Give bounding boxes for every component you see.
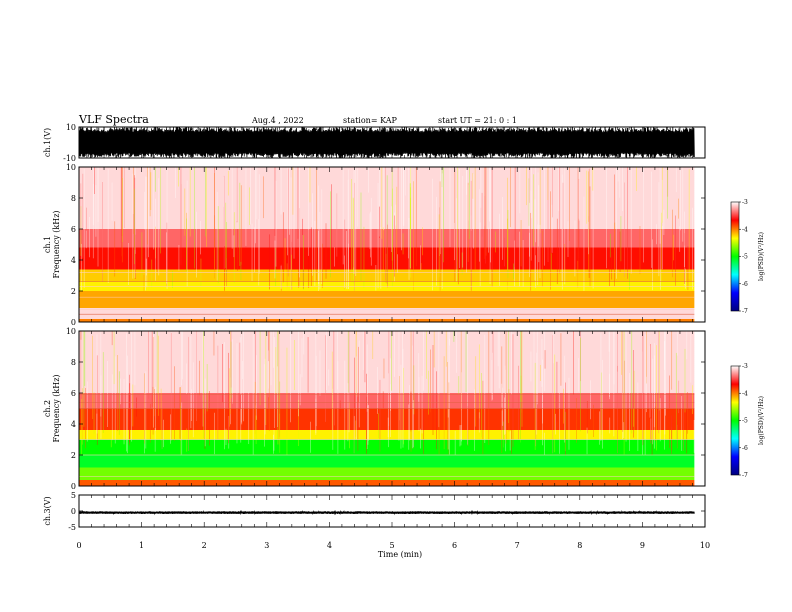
- x-tick-label: 6: [452, 541, 457, 550]
- ch2-colorbar-tick-label: -6: [742, 445, 748, 452]
- ch2-spectrogram-y-axis-label-1: Frequency (kHz): [52, 374, 61, 442]
- ch2-spectrogram-y-tick-label: 8: [71, 358, 76, 367]
- ch2-spectrogram-y-tick-label: 0: [71, 482, 76, 491]
- ch1-spectrogram-y-axis-label-1: Frequency (kHz): [52, 210, 61, 278]
- x-tick-label: 4: [327, 541, 332, 550]
- figure-title: VLF Spectra: [78, 113, 149, 126]
- ch1-y-tick-label: -10: [63, 154, 76, 163]
- x-tick-label: 5: [389, 541, 394, 550]
- ch1-spectrogram-y-tick-label: 10: [66, 163, 76, 172]
- ch1-y-axis-label: ch.1(V): [43, 128, 52, 157]
- header-start-ut: start UT = 21: 0 : 1: [438, 116, 517, 125]
- ch1-waveform-trace: [78, 127, 695, 159]
- ch2-colorbar-scale: [730, 365, 740, 476]
- header-station: station= KAP: [343, 116, 398, 125]
- ch2-colorbar-tick-label: -5: [742, 418, 748, 425]
- x-tick-label: 3: [264, 541, 269, 550]
- ch1-spectrogram-panel: 0 2 4 6 8 10 ch.1 Frequency (kHz): [43, 163, 706, 327]
- ch3-y-tick-label: 0: [71, 507, 76, 516]
- ch1-colorbar-label: log(PSD)(V²/Hz): [758, 232, 765, 281]
- ch1-y-tick-label: 10: [66, 123, 76, 132]
- ch1-colorbar-tick-label: -3: [742, 199, 748, 206]
- ch1-colorbar-scale: [730, 201, 740, 312]
- ch2-spectrogram-y-tick-label: 10: [66, 327, 76, 336]
- ch1-colorbar: -3 -4 -5 -6 -7 log(PSD)(V²/Hz): [730, 199, 765, 315]
- ch1-spectrogram-y-tick-label: 4: [71, 256, 76, 265]
- x-axis-label: Time (min): [378, 550, 422, 559]
- ch1-spectrogram-y-tick-label: 2: [71, 287, 76, 296]
- ch1-colorbar-tick-label: -6: [742, 281, 748, 288]
- ch1-colorbar-tick-label: -7: [742, 308, 748, 315]
- ch2-colorbar-label: log(PSD)(V²/Hz): [758, 396, 765, 445]
- ch1-waveform-panel: 10 -10 ch.1(V): [43, 123, 706, 163]
- ch3-waveform-panel: 5 0 -5 ch.3(V): [43, 491, 706, 532]
- ch2-spectrogram-panel: 0 2 4 6 8 10 ch.2 Frequency (kHz): [43, 327, 706, 491]
- ch2-colorbar-tick-label: -7: [742, 472, 748, 479]
- ch2-spectrogram-y-axis-label: ch.2: [43, 400, 52, 417]
- x-tick-label: 10: [700, 541, 710, 550]
- ch1-colorbar-tick-label: -4: [742, 226, 748, 233]
- ch2-spectrogram-y-tick-label: 6: [71, 389, 76, 398]
- ch2-colorbar: -3 -4 -5 -6 -7 log(PSD)(V²/Hz): [730, 363, 765, 479]
- ch3-waveform-trace: [78, 509, 695, 516]
- ch3-y-tick-label: 5: [71, 491, 76, 500]
- x-tick-label: 0: [76, 541, 81, 550]
- x-tick-label: 2: [202, 541, 207, 550]
- ch2-colorbar-tick-label: -4: [742, 390, 748, 397]
- x-tick-label: 1: [139, 541, 144, 550]
- ch1-colorbar-tick-label: -5: [742, 254, 748, 261]
- ch1-spectrogram-y-tick-label: 0: [71, 318, 76, 327]
- ch1-spectrogram-y-tick-label: 8: [71, 194, 76, 203]
- ch3-y-axis-label: ch.3(V): [43, 496, 52, 525]
- ch2-spectrogram-y-tick-label: 2: [71, 451, 76, 460]
- x-tick-label: 9: [640, 541, 645, 550]
- ch1-spectrogram-y-tick-label: 6: [71, 225, 76, 234]
- ch2-colorbar-tick-label: -3: [742, 363, 748, 370]
- ch3-y-tick-label: -5: [68, 523, 76, 532]
- ch2-spectrogram-y-tick-label: 4: [71, 420, 76, 429]
- ch1-spectrogram-image: [79, 167, 695, 322]
- x-tick-label: 7: [515, 541, 520, 550]
- ch1-spectrogram-y-axis-label: ch.1: [43, 236, 52, 253]
- time-axis: 0 1 2 3 4 5 6 7 8 9 10: [76, 541, 710, 550]
- x-tick-label: 8: [577, 541, 582, 550]
- header-date: Aug.4 , 2022: [251, 116, 304, 125]
